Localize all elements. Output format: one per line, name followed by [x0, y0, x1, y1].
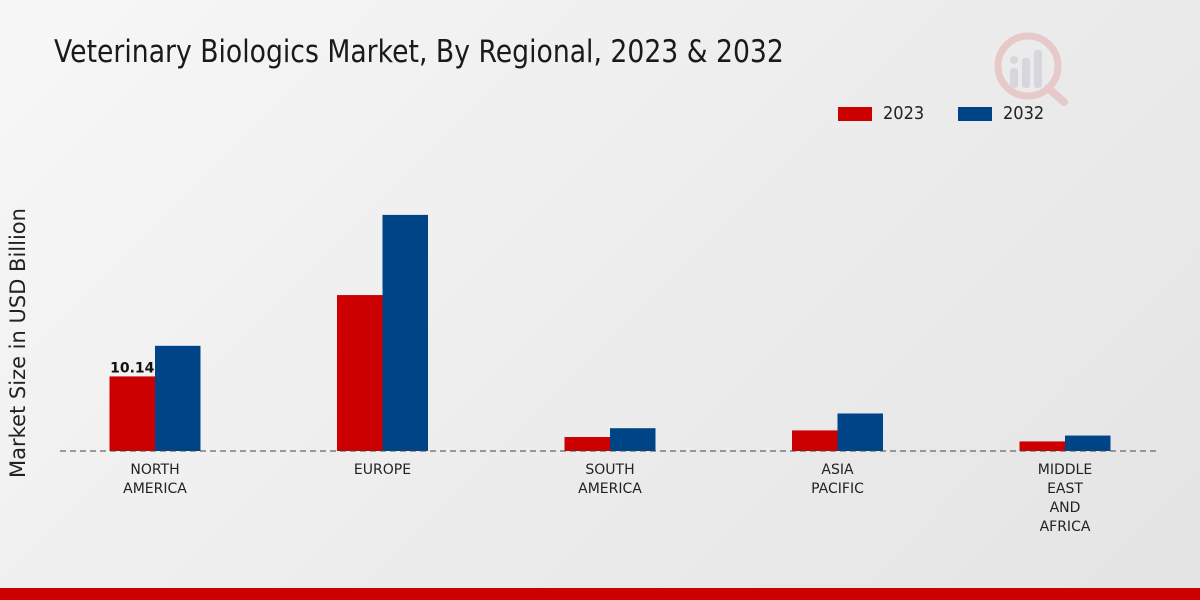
bar-2023-south-america [564, 437, 610, 451]
legend-label-2023: 2023 [883, 103, 925, 124]
x-tick-label: NORTH AMERICA [123, 462, 187, 497]
bar-2023-europe [337, 295, 383, 451]
x-tick-label: MIDDLE EAST AND AFRICA [1038, 462, 1092, 535]
bar-2032-north-america [155, 345, 201, 451]
bar-2023-asia-pacific [792, 430, 838, 451]
legend-swatch-2032 [958, 106, 992, 121]
bar-2023-north-america [109, 376, 155, 451]
bar-2032-asia-pacific [837, 413, 883, 451]
bar-2023-middle-east-and-africa [1019, 441, 1065, 451]
bar-2032-south-america [610, 428, 656, 451]
x-tick-label: EUROPE [354, 462, 411, 478]
brand-logo-icon [994, 32, 1068, 106]
data-label: 10.14 [110, 360, 155, 376]
legend-item-2023: 2023 [838, 103, 929, 124]
legend-swatch-2023 [838, 106, 872, 121]
bar-2032-middle-east-and-africa [1065, 435, 1111, 451]
legend-item-2032: 2032 [958, 103, 1049, 124]
legend-label-2032: 2032 [1003, 103, 1045, 124]
footer-bar [0, 588, 1200, 600]
x-tick-label: ASIA PACIFIC [811, 462, 864, 497]
chart-title: Veterinary Biologics Market, By Regional… [54, 34, 784, 70]
bar-2032-europe [382, 214, 428, 451]
x-tick-label: SOUTH AMERICA [578, 462, 642, 497]
